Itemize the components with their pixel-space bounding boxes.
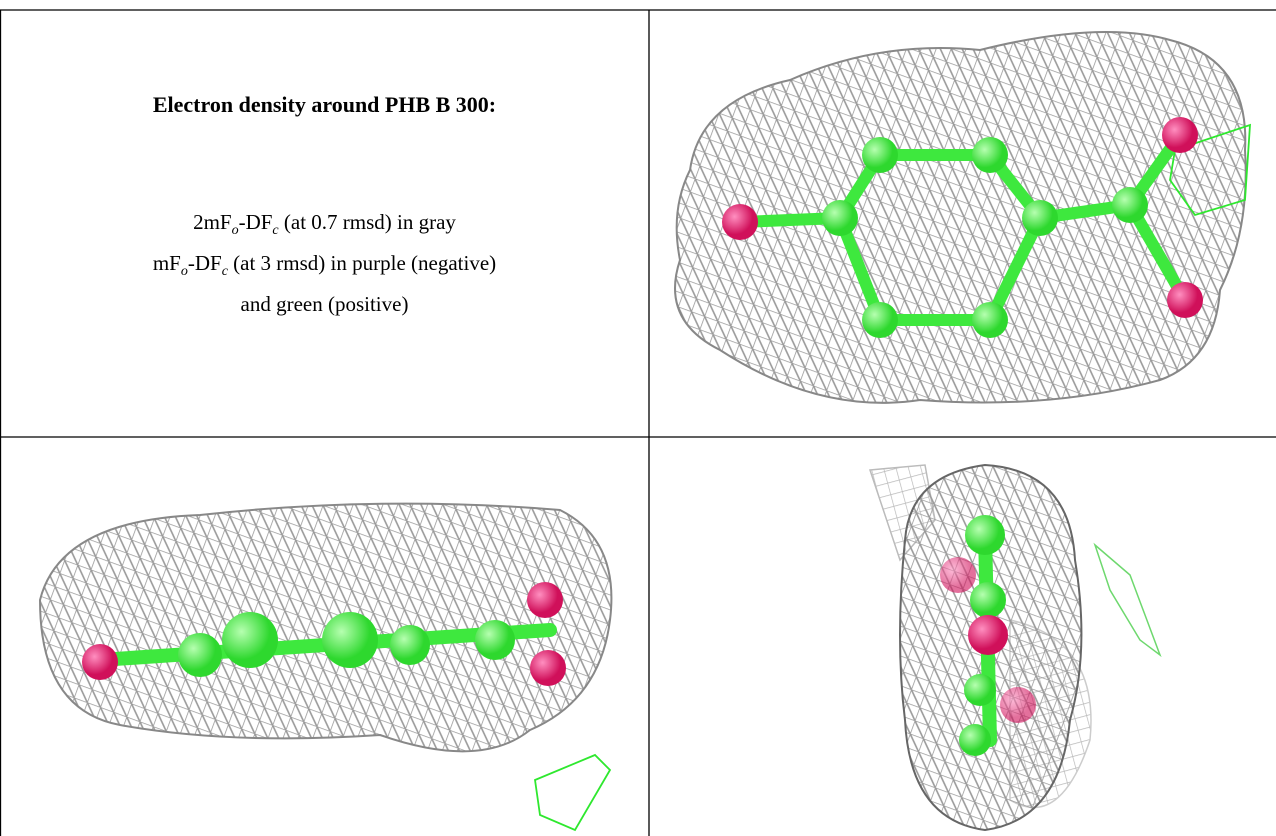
caption-text: 2mF bbox=[193, 210, 232, 234]
caption-text: (at 0.7 rmsd) in gray bbox=[278, 210, 456, 234]
caption-text: (at 3 rmsd) in purple (negative) bbox=[227, 251, 497, 276]
table-borders bbox=[0, 9, 1276, 836]
subscript: o bbox=[180, 264, 188, 280]
density-view-side bbox=[38, 502, 613, 832]
title: Electron density around PHB B 300: bbox=[152, 92, 497, 117]
subscript: o bbox=[231, 223, 239, 239]
density-view-end bbox=[868, 463, 1162, 832]
density-view-top bbox=[674, 31, 1251, 404]
caption: 2mFo-DFc (at 0.7 rmsd) in gray mFo-DFc (a… bbox=[0, 206, 649, 321]
caption-text: and green (positive) bbox=[240, 292, 409, 317]
subscript: c bbox=[272, 223, 279, 239]
caption-line: mFo-DFc (at 3 rmsd) in purple (negative) bbox=[0, 247, 649, 288]
caption-text: -DF bbox=[187, 251, 222, 276]
caption-line: and green (positive) bbox=[0, 288, 649, 321]
caption-text: -DF bbox=[238, 210, 273, 234]
subscript: c bbox=[221, 264, 228, 280]
caption-text: mF bbox=[152, 251, 181, 276]
caption-line: 2mFo-DFc (at 0.7 rmsd) in gray bbox=[0, 206, 649, 247]
